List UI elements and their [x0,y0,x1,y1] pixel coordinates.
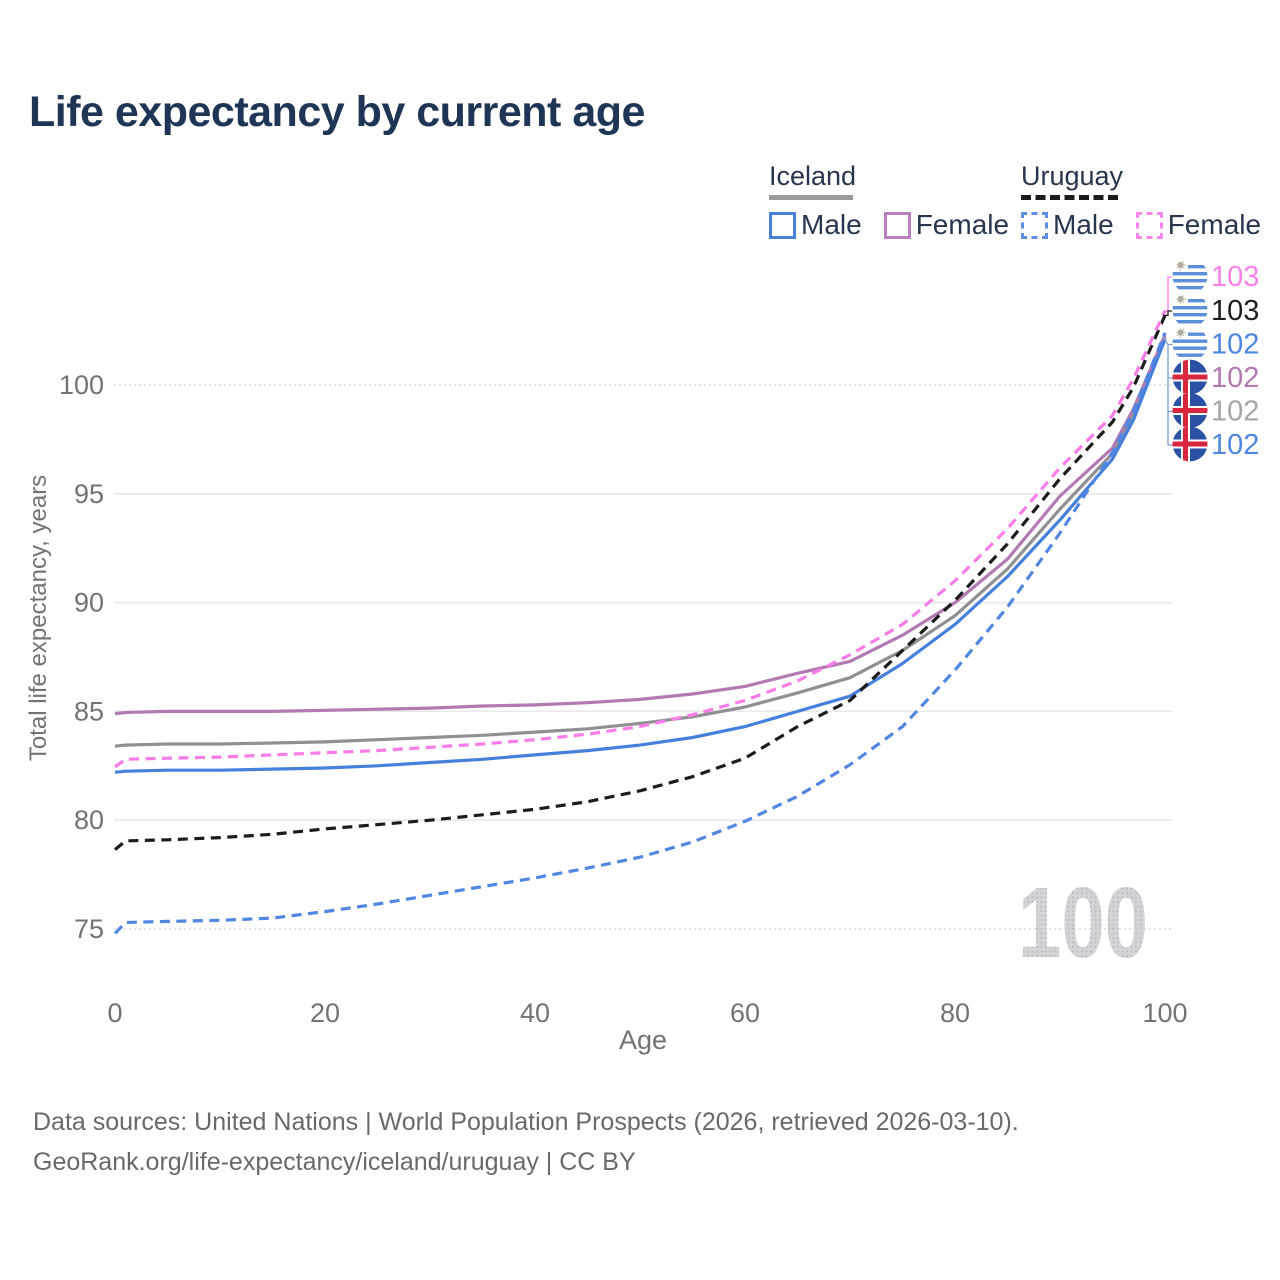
iceland-flag-icon [1173,427,1208,462]
attribution-link[interactable]: GeoRank.org/life-expectancy/iceland/urug… [33,1148,636,1176]
iceland-flag-icon [1173,360,1208,395]
x-tick-label: 60 [730,998,760,1028]
legend-label: Female [1167,209,1262,240]
iceland-flag-icon [1173,393,1208,428]
legend-label: Male [801,209,862,240]
end-label-iceland-female: 102 [1173,360,1259,395]
iceland-male-swatch-icon [769,211,796,239]
iceland-female-swatch-icon [883,211,911,239]
uruguay-flag-icon [1173,326,1208,361]
end-value-label: 102 [1211,396,1259,428]
connector-line [1163,276,1172,312]
y-tick-label: 75 [74,914,104,944]
uruguay-flag-icon [1173,293,1208,328]
legend-label: Male [1053,209,1114,240]
end-label-iceland-all: 102 [1173,393,1259,428]
uruguay-male-swatch-icon [1021,211,1048,239]
legend-item-iceland-male[interactable]: Male [769,209,862,241]
end-value-label: 102 [1211,362,1259,394]
data-sources-note: Data sources: United Nations | World Pop… [33,1108,1019,1136]
x-tick-label: 0 [107,998,122,1028]
x-tick-label: 100 [1142,998,1187,1028]
series-line-iceland-female[interactable] [114,334,1167,716]
uruguay-flag-icon [1173,259,1208,294]
legend-country-uruguay[interactable]: Uruguay [1021,161,1124,191]
end-value-label: 102 [1211,429,1259,461]
x-tick-label: 40 [520,998,550,1028]
legend-item-uruguay-male[interactable]: Male [1021,209,1114,241]
series-line-iceland-male[interactable] [114,338,1167,774]
legend-item-uruguay-female[interactable]: Female [1135,209,1262,241]
uruguay-line-style-sample [1021,195,1118,200]
end-label-uruguay-all: 103 [1173,293,1259,328]
end-label-iceland-male: 102 [1173,427,1259,462]
legend-label: Female [915,209,1010,240]
y-tick-label: 85 [74,696,104,726]
y-tick-label: 95 [74,479,104,509]
y-axis-title: Total life expectancy, years [25,475,52,761]
y-tick-label: 80 [74,805,104,835]
legend-item-iceland-female[interactable]: Female [883,209,1010,241]
age-watermark: 100 [1018,867,1148,979]
series-line-iceland-all[interactable] [114,336,1167,748]
end-value-label: 102 [1211,329,1259,361]
legend-country-iceland[interactable]: Iceland [769,161,857,191]
legend-group-uruguay: Uruguay Male Female [1021,163,1261,241]
connector-line [1162,336,1169,345]
y-tick-label: 90 [74,588,104,618]
y-tick-label: 100 [59,370,104,400]
gridlines [114,384,1172,930]
series-line-uruguay-all[interactable] [113,314,1167,851]
iceland-line-style-sample [769,195,853,200]
connector-line [1163,310,1172,317]
x-tick-label: 20 [310,998,340,1028]
y-axis-tick-labels: 75 80 85 90 95 100 [59,370,104,944]
end-label-uruguay-female: 103 [1173,259,1259,294]
series-line-uruguay-female[interactable] [114,310,1167,769]
x-axis-tick-labels: 0 20 40 60 80 100 [107,998,1187,1028]
end-label-uruguay-male: 102 [1173,326,1259,361]
x-tick-label: 80 [940,998,970,1028]
legend-group-iceland: Iceland Male Female [769,163,1009,241]
uruguay-female-swatch-icon [1135,211,1163,239]
end-value-label: 103 [1211,261,1259,293]
end-label-connectors [1162,276,1173,446]
page-title: Life expectancy by current age [29,88,645,136]
end-value-label: 103 [1211,295,1259,327]
x-axis-title: Age [619,1025,667,1055]
series-line-uruguay-male[interactable] [113,332,1167,935]
